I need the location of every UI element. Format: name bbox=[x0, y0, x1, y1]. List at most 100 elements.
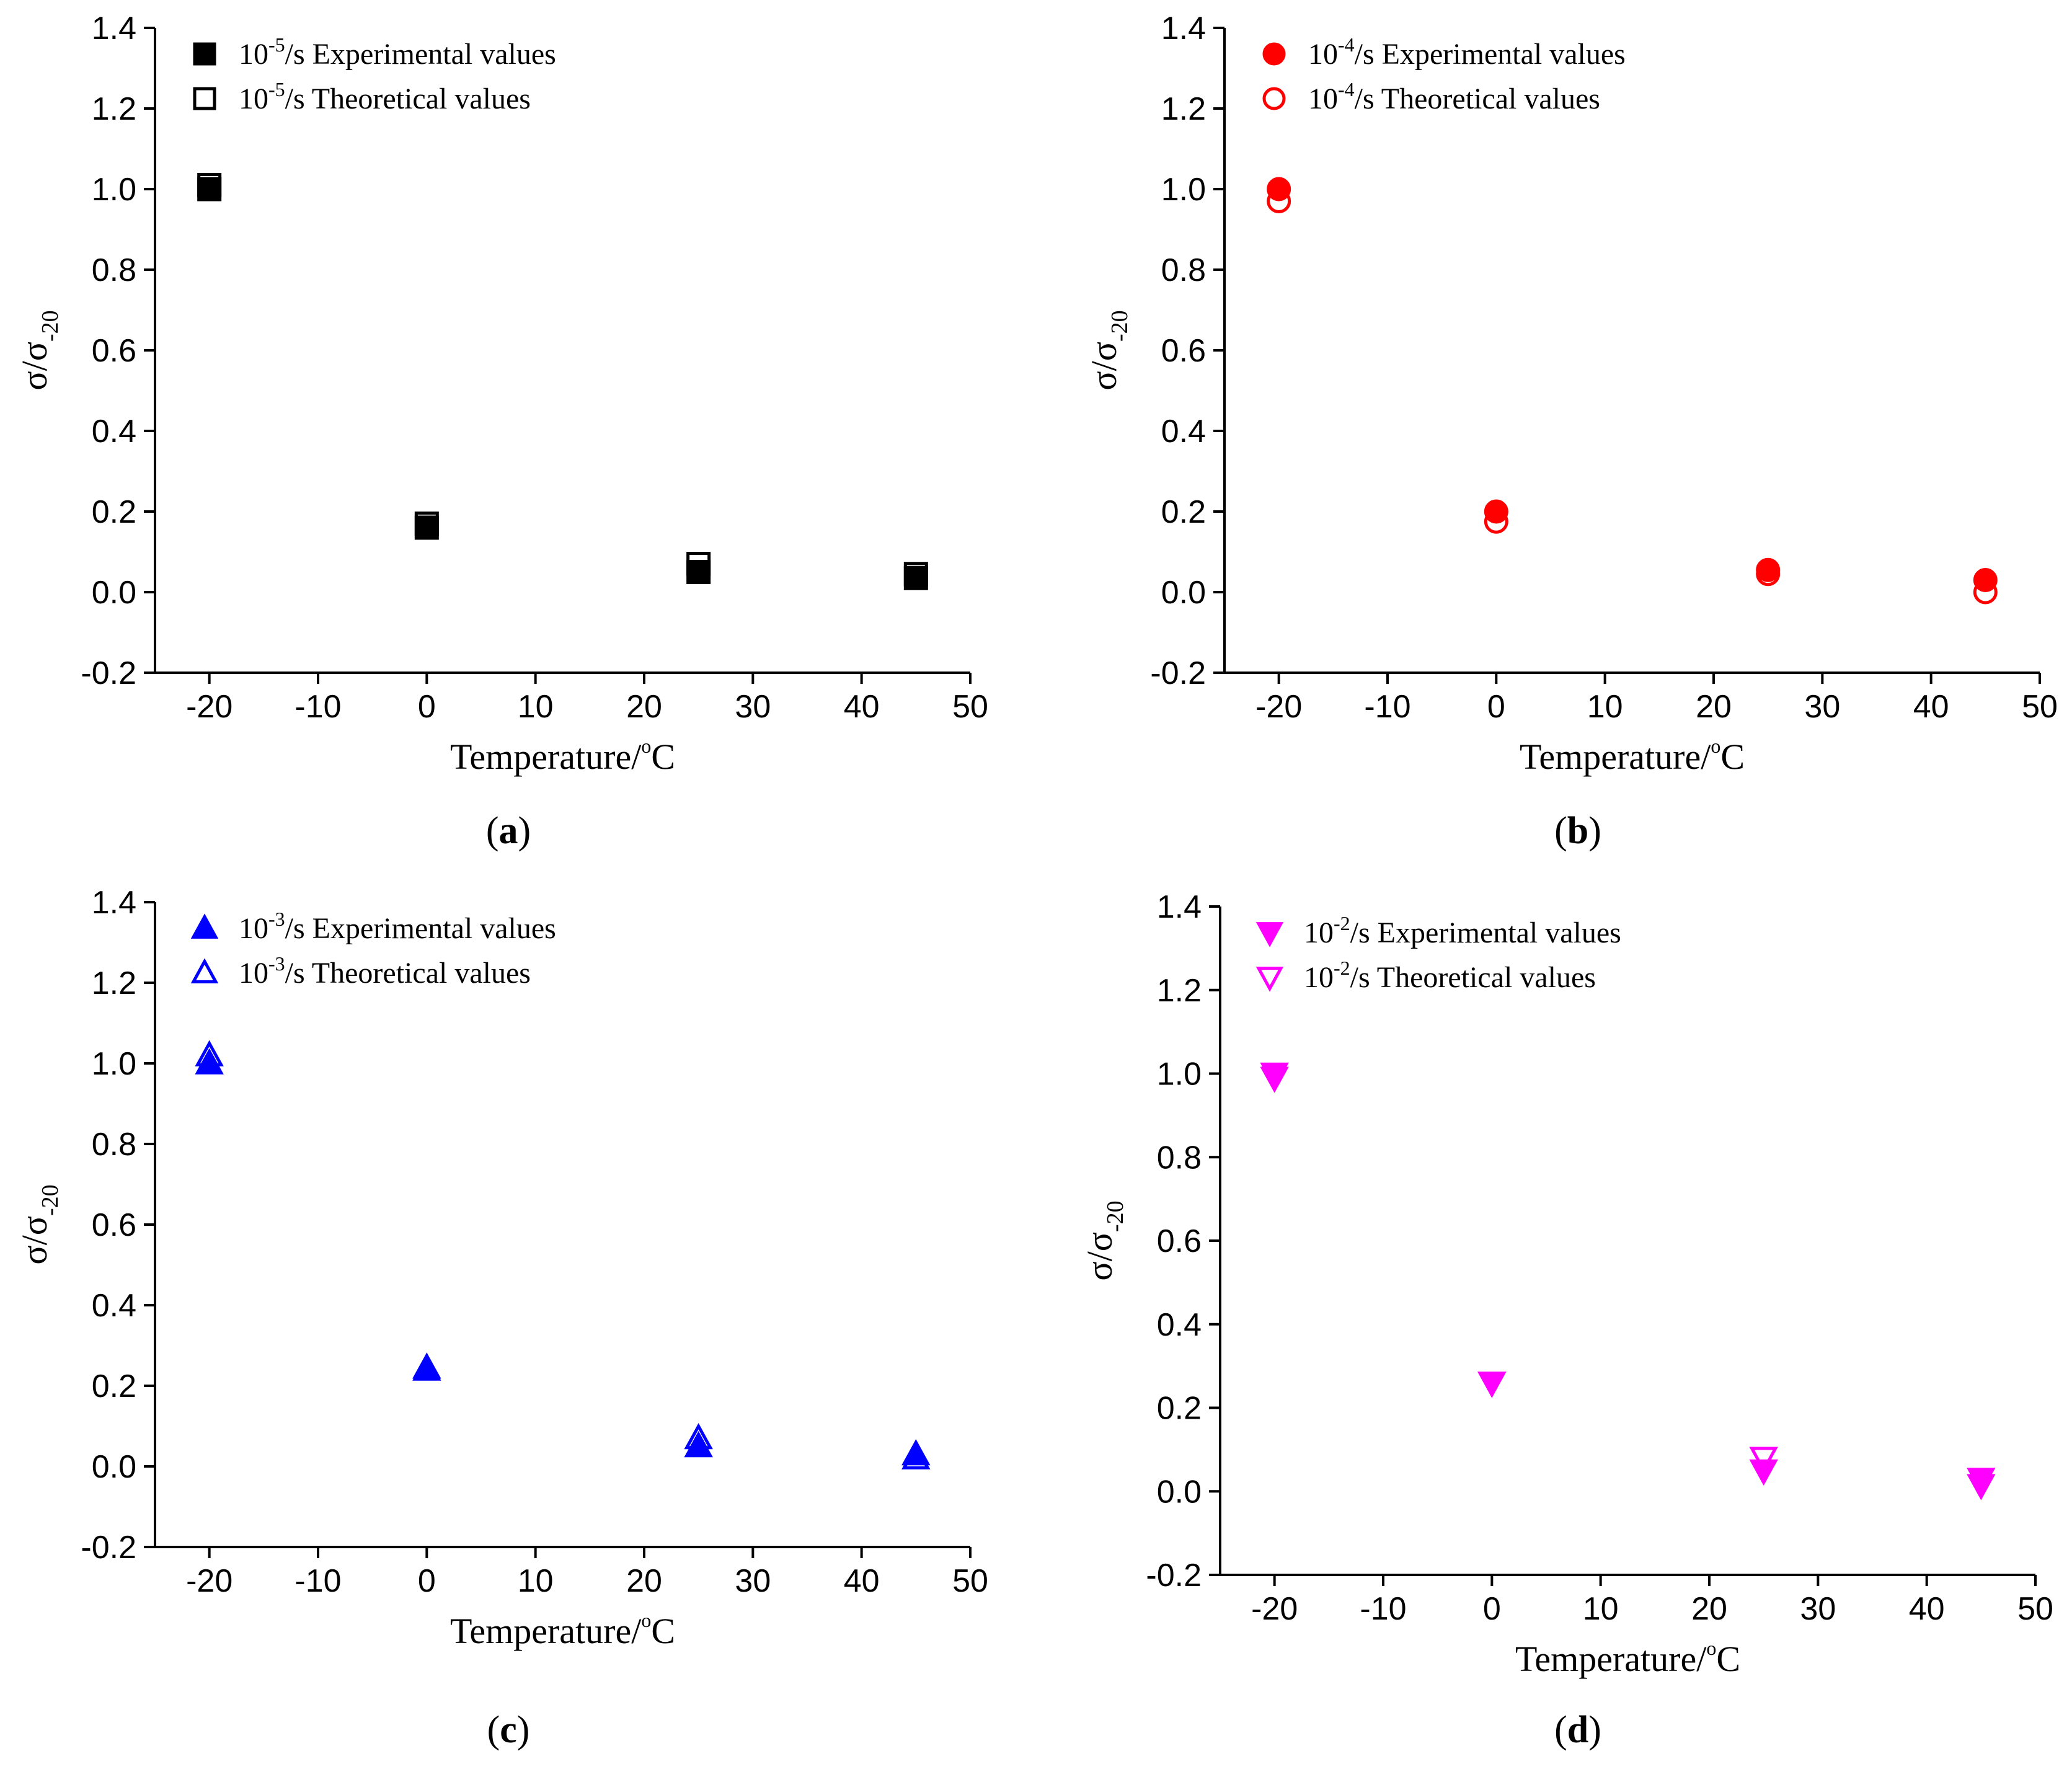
y-tick-label: 1.4 bbox=[1161, 11, 1206, 47]
data-point-theoretical bbox=[684, 1423, 713, 1450]
x-tick-label: 50 bbox=[952, 689, 988, 725]
legend-label-text: /s Experimental values bbox=[1355, 38, 1626, 71]
x-tick-label: 40 bbox=[1913, 689, 1949, 725]
legend-label-exponent: -4 bbox=[1338, 78, 1355, 100]
y-tick-label: 0.2 bbox=[92, 494, 136, 530]
x-tick-label: -10 bbox=[294, 1563, 341, 1599]
x-tick-label: -20 bbox=[186, 689, 232, 725]
legend-marker bbox=[190, 913, 219, 939]
y-tick-label: 0.2 bbox=[1161, 494, 1206, 530]
x-tick-label: -10 bbox=[1364, 689, 1410, 725]
legend-label-text: /s Theoretical values bbox=[285, 957, 531, 990]
legend-label-base: 10 bbox=[1304, 961, 1334, 994]
x-axis-title-main: Temperature/ bbox=[450, 737, 642, 777]
x-axis-title-degree: o bbox=[1706, 1637, 1716, 1659]
data-point-theoretical bbox=[1267, 189, 1291, 213]
legend-label-text: /s Theoretical values bbox=[1355, 82, 1600, 115]
data-point-theoretical bbox=[414, 512, 439, 536]
x-axis-title-unit: C bbox=[651, 737, 675, 777]
y-tick-label: 0.8 bbox=[1161, 252, 1206, 288]
data-point-theoretical bbox=[686, 552, 711, 576]
legend-label-base: 10 bbox=[1308, 82, 1338, 115]
y-tick-label: 0.4 bbox=[92, 1288, 136, 1324]
y-tick-label: 1.0 bbox=[92, 172, 136, 208]
data-point-theoretical bbox=[1260, 1066, 1289, 1093]
y-tick-label: -0.2 bbox=[1150, 655, 1206, 691]
y-axis-title: σ/σ-20 bbox=[14, 1184, 63, 1264]
x-tick-label: 0 bbox=[418, 689, 436, 725]
y-axis-title-main: σ/σ bbox=[14, 1216, 55, 1265]
legend-label-base: 10 bbox=[239, 38, 268, 71]
legend-label-exponent: -2 bbox=[1334, 957, 1350, 979]
y-tick-label: 1.2 bbox=[1161, 91, 1206, 127]
y-axis-title: σ/σ-20 bbox=[1084, 310, 1133, 390]
x-axis-title: Temperature/oC bbox=[450, 1609, 675, 1651]
y-tick-label: -0.2 bbox=[1146, 1558, 1202, 1594]
x-axis-title-unit: C bbox=[1716, 1639, 1740, 1679]
x-axis-title-main: Temperature/ bbox=[450, 1611, 642, 1651]
y-axis-title: σ/σ-20 bbox=[1079, 1200, 1128, 1280]
x-tick-label: 50 bbox=[952, 1563, 988, 1599]
data-point-theoretical bbox=[1967, 1474, 1996, 1501]
y-tick-label: 0.4 bbox=[1161, 414, 1206, 450]
legend-label: 10-4/s Experimental values bbox=[1308, 33, 1626, 71]
x-tick-label: 10 bbox=[518, 1563, 554, 1599]
y-tick-label: 1.0 bbox=[1161, 172, 1206, 208]
y-tick-label: 1.2 bbox=[92, 965, 136, 1001]
data-point-theoretical bbox=[195, 1040, 224, 1066]
legend-marker bbox=[1255, 922, 1284, 947]
y-tick-label: 1.2 bbox=[92, 91, 136, 127]
y-tick-label: 0.0 bbox=[92, 575, 136, 611]
x-tick-label: 30 bbox=[735, 1563, 771, 1599]
legend-label: 10-2/s Experimental values bbox=[1304, 912, 1621, 949]
legend-label-base: 10 bbox=[239, 82, 268, 115]
legend-label-base: 10 bbox=[239, 957, 268, 990]
y-tick-label: -0.2 bbox=[81, 655, 136, 691]
x-tick-label: 40 bbox=[1909, 1591, 1945, 1627]
x-tick-label: 10 bbox=[1587, 689, 1623, 725]
legend-label: 10-4/s Theoretical values bbox=[1308, 78, 1600, 115]
x-tick-label: 20 bbox=[626, 1563, 662, 1599]
y-tick-label: 0.0 bbox=[1161, 575, 1206, 611]
x-tick-label: 10 bbox=[518, 689, 554, 725]
x-tick-label: -10 bbox=[1360, 1591, 1406, 1627]
legend-marker bbox=[193, 42, 216, 66]
legend-label-base: 10 bbox=[1308, 38, 1338, 71]
caption-d: (d) bbox=[1554, 1709, 1601, 1751]
y-tick-label: 0.8 bbox=[92, 252, 136, 288]
x-axis-title-unit: C bbox=[651, 1611, 675, 1651]
x-tick-label: 30 bbox=[1800, 1591, 1836, 1627]
x-tick-label: 10 bbox=[1583, 1591, 1619, 1627]
y-axis-title-main: σ/σ bbox=[1084, 342, 1124, 391]
data-point-theoretical bbox=[903, 562, 928, 587]
legend-label: 10-3/s Experimental values bbox=[239, 908, 556, 945]
y-axis-title: σ/σ-20 bbox=[14, 310, 63, 390]
data-point-theoretical bbox=[197, 173, 222, 197]
y-tick-label: 1.2 bbox=[1157, 973, 1202, 1009]
y-tick-label: 0.6 bbox=[92, 333, 136, 369]
x-axis-title-degree: o bbox=[641, 735, 651, 757]
legend-label-text: /s Theoretical values bbox=[1350, 961, 1596, 994]
y-tick-label: 1.4 bbox=[92, 885, 136, 921]
legend-label-text: /s Theoretical values bbox=[285, 82, 531, 115]
x-tick-label: 30 bbox=[735, 689, 771, 725]
data-point-theoretical bbox=[1756, 562, 1781, 587]
y-axis-title-sub: -20 bbox=[1102, 1200, 1128, 1232]
x-axis-title-main: Temperature/ bbox=[1520, 737, 1711, 777]
x-tick-label: 0 bbox=[1483, 1591, 1501, 1627]
x-tick-label: 30 bbox=[1804, 689, 1840, 725]
x-axis-title: Temperature/oC bbox=[1515, 1637, 1740, 1679]
caption-c: (c) bbox=[487, 1709, 530, 1751]
x-tick-label: 40 bbox=[844, 689, 880, 725]
data-point-theoretical bbox=[1973, 580, 1998, 605]
y-axis-title-sub: -20 bbox=[37, 310, 63, 342]
legend-marker bbox=[193, 87, 216, 110]
legend-label-exponent: -5 bbox=[268, 78, 285, 100]
x-axis-title-unit: C bbox=[1720, 737, 1745, 777]
y-tick-label: 0.6 bbox=[92, 1207, 136, 1243]
y-tick-label: 0.4 bbox=[1157, 1307, 1202, 1343]
